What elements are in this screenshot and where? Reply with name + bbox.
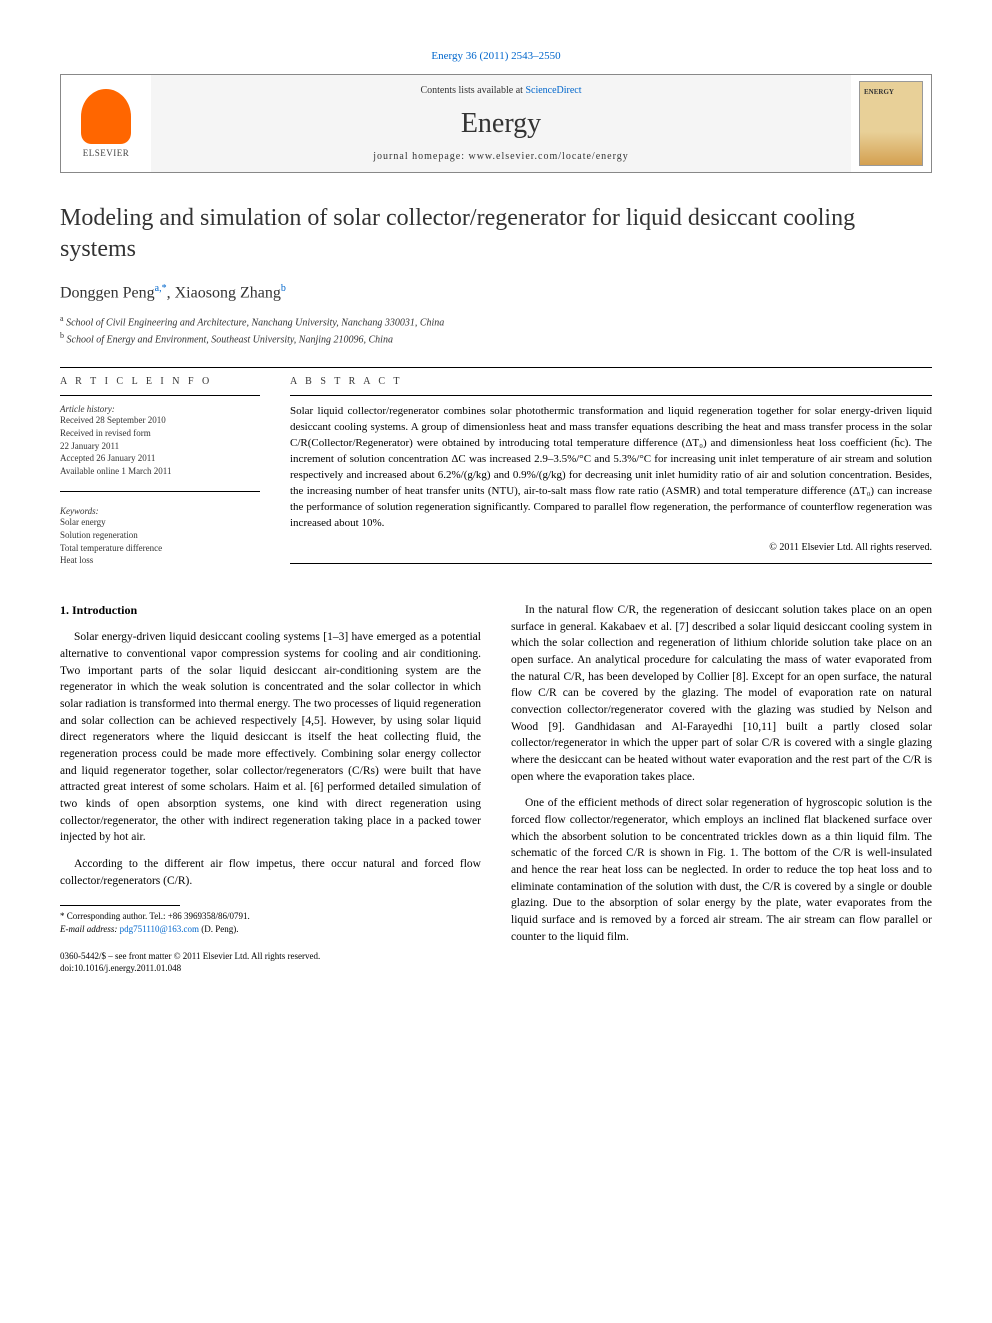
email-footnote: E-mail address: pdg751110@163.com (D. Pe… [60,923,481,936]
publisher-name: ELSEVIER [83,148,130,158]
section-1-heading: 1. Introduction [60,602,481,619]
journal-header: ELSEVIER Contents lists available at Sci… [60,74,932,173]
keyword-1: Solution regeneration [60,529,260,542]
keyword-2: Total temperature difference [60,542,260,555]
body-column-right: In the natural flow C/R, the regeneratio… [511,602,932,975]
email-label: E-mail address: [60,924,120,934]
article-title: Modeling and simulation of solar collect… [60,203,932,265]
author-1: Donggen Peng [60,285,155,302]
author-2: Xiaosong Zhang [175,285,281,302]
contents-available-line: Contents lists available at ScienceDirec… [171,85,831,96]
intro-p3: In the natural flow C/R, the regeneratio… [511,602,932,785]
history-3: Accepted 26 January 2011 [60,452,260,465]
article-info-heading: A R T I C L E I N F O [60,376,260,387]
affiliation-a: a School of Civil Engineering and Archit… [60,313,932,330]
homepage-url[interactable]: www.elsevier.com/locate/energy [468,151,628,162]
body-column-left: 1. Introduction Solar energy-driven liqu… [60,602,481,975]
intro-p1: Solar energy-driven liquid desiccant coo… [60,629,481,846]
affiliations: a School of Civil Engineering and Archit… [60,313,932,348]
publisher-logo-box: ELSEVIER [61,75,151,172]
history-4: Available online 1 March 2011 [60,465,260,478]
footnote-rule [60,905,180,906]
cover-thumb-box [851,75,931,172]
history-0: Received 28 September 2010 [60,414,260,427]
journal-name: Energy [171,108,831,140]
citation-line: Energy 36 (2011) 2543–2550 [60,50,932,62]
corresponding-footnote: * Corresponding author. Tel.: +86 396935… [60,910,481,923]
authors-line: Donggen Penga,*, Xiaosong Zhangb [60,283,932,302]
sciencedirect-link[interactable]: ScienceDirect [525,85,581,96]
history-1: Received in revised form [60,427,260,440]
history-label: Article history: [60,404,260,414]
article-info-block: A R T I C L E I N F O Article history: R… [60,376,260,572]
abstract-block: A B S T R A C T Solar liquid collector/r… [290,376,932,572]
email-link[interactable]: pdg751110@163.com [120,924,199,934]
journal-cover-icon [859,81,923,166]
abstract-heading: A B S T R A C T [290,376,932,387]
abstract-copyright: © 2011 Elsevier Ltd. All rights reserved… [290,542,932,553]
doi-line: doi:10.1016/j.energy.2011.01.048 [60,962,481,975]
keywords-label: Keywords: [60,506,260,516]
abstract-text: Solar liquid collector/regenerator combi… [290,404,932,532]
history-2: 22 January 2011 [60,440,260,453]
author-2-marks: b [281,283,286,294]
contents-prefix: Contents lists available at [420,85,525,96]
keyword-3: Heat loss [60,554,260,567]
bottom-meta: 0360-5442/$ – see front matter © 2011 El… [60,950,481,975]
email-suffix: (D. Peng). [199,924,239,934]
elsevier-tree-icon [81,89,131,144]
rule-top [60,367,932,368]
journal-homepage: journal homepage: www.elsevier.com/locat… [171,151,831,162]
intro-p4: One of the efficient methods of direct s… [511,795,932,945]
affiliation-b: b School of Energy and Environment, Sout… [60,330,932,347]
homepage-prefix: journal homepage: [373,151,468,162]
intro-p2: According to the different air flow impe… [60,856,481,889]
keyword-0: Solar energy [60,516,260,529]
author-1-marks: a,* [155,283,167,294]
front-matter-line: 0360-5442/$ – see front matter © 2011 El… [60,950,481,963]
